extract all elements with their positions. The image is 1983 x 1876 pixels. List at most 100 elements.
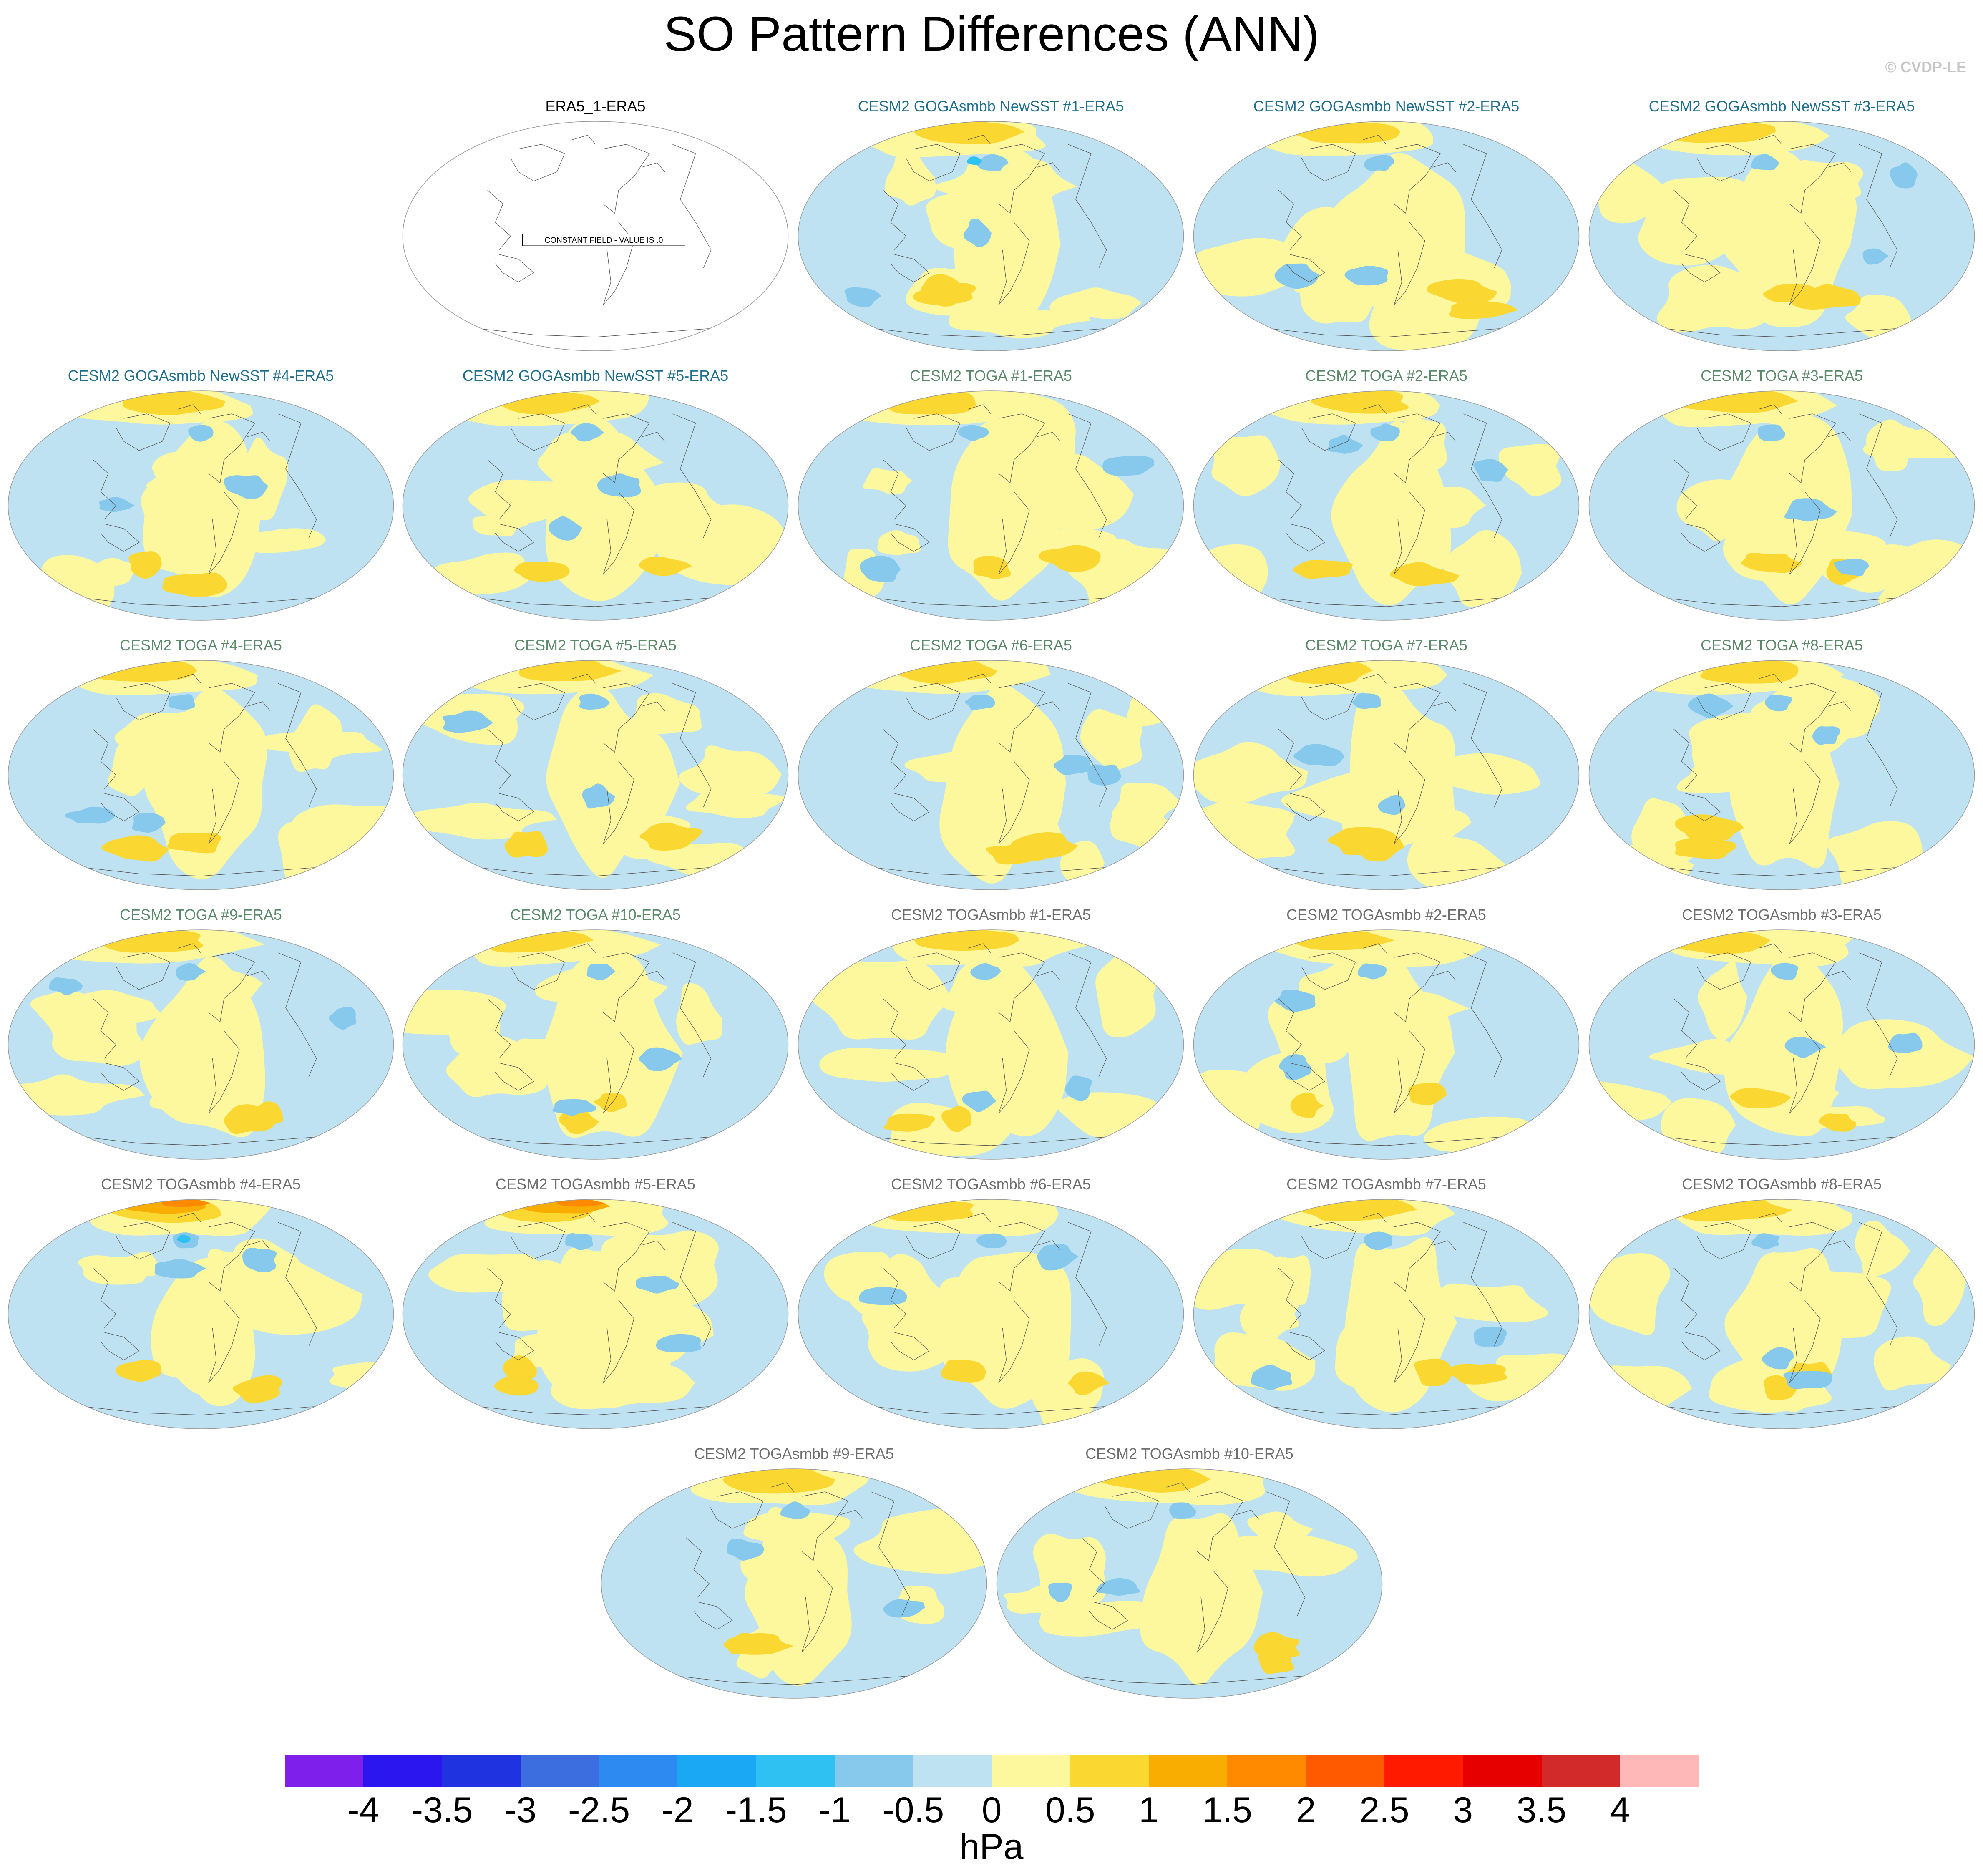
map-panel-title: CESM2 TOGA #4-ERA5 — [120, 637, 282, 654]
map-image — [402, 390, 789, 621]
map-panel-title: CESM2 TOGAsmbb #2-ERA5 — [1286, 906, 1486, 923]
page-title: SO Pattern Differences (ANN) — [664, 7, 1319, 62]
colorbar-swatch — [1541, 1755, 1620, 1787]
map-panel: CESM2 TOGAsmbb #3-ERA5 — [1587, 906, 1977, 1173]
colorbar-swatch — [442, 1755, 521, 1787]
map-panel: CESM2 TOGA #1-ERA5 — [796, 367, 1186, 634]
map-panel-title: CESM2 GOGAsmbb NewSST #2-ERA5 — [1253, 98, 1520, 115]
map-panel: CESM2 TOGA #9-ERA5 — [6, 906, 396, 1173]
map-panel: ERA5_1-ERA5 CONSTANT FIELD - VALUE IS .0 — [400, 98, 790, 365]
map-panel: CESM2 TOGAsmbb #8-ERA5 — [1587, 1176, 1977, 1443]
map-panel-title: CESM2 TOGA #10-ERA5 — [510, 906, 681, 923]
colorbar-tick-label: -3.5 — [411, 1790, 473, 1830]
colorbar-tick-label: -0.5 — [882, 1790, 944, 1830]
map-panel: CESM2 TOGAsmbb #4-ERA5 — [6, 1176, 396, 1443]
colorbar-tick-label: -3 — [504, 1790, 537, 1830]
map-panel-title: CESM2 TOGA #7-ERA5 — [1305, 637, 1467, 654]
map-panel-title: CESM2 GOGAsmbb NewSST #5-ERA5 — [462, 367, 729, 384]
colorbar-swatch — [1306, 1755, 1384, 1787]
colorbar-swatch — [599, 1755, 678, 1787]
map-panel-title: CESM2 TOGA #1-ERA5 — [910, 367, 1072, 384]
map-panel: CESM2 GOGAsmbb NewSST #4-ERA5 — [6, 367, 396, 634]
colorbar-tick-label: 1 — [1139, 1790, 1159, 1830]
constant-field-note: CONSTANT FIELD - VALUE IS .0 — [544, 236, 663, 245]
map-image — [1193, 121, 1580, 351]
colorbar-swatch — [992, 1755, 1070, 1787]
map-image — [798, 929, 1184, 1160]
map-image — [8, 1199, 394, 1429]
map-panel: CESM2 GOGAsmbb NewSST #2-ERA5 — [1191, 98, 1581, 365]
colorbar-tick-label: 0.5 — [1045, 1790, 1095, 1830]
map-panel: CESM2 TOGAsmbb #1-ERA5 — [796, 906, 1186, 1173]
colorbar-tick-label: 3 — [1453, 1790, 1473, 1830]
colorbar-tick-label: 3.5 — [1516, 1790, 1567, 1830]
map-panel-title: CESM2 TOGAsmbb #7-ERA5 — [1286, 1176, 1486, 1193]
map-panel-title: CESM2 TOGAsmbb #4-ERA5 — [101, 1176, 301, 1193]
map-panel: CESM2 TOGA #10-ERA5 — [400, 906, 790, 1173]
map-image — [798, 1199, 1184, 1429]
map-image — [996, 1468, 1383, 1699]
map-panel-title: ERA5_1-ERA5 — [545, 98, 646, 115]
map-image — [1193, 929, 1580, 1160]
colorbar-tick-label: -2 — [662, 1790, 694, 1830]
colorbar-swatch — [1227, 1755, 1306, 1787]
colorbar-swatch — [1070, 1755, 1149, 1787]
map-panel-title: CESM2 TOGAsmbb #6-ERA5 — [891, 1176, 1091, 1193]
colorbar-tick-label: -1.5 — [725, 1790, 787, 1830]
map-image — [1588, 390, 1975, 621]
map-panel: CESM2 GOGAsmbb NewSST #1-ERA5 — [796, 98, 1186, 365]
colorbar-units: hPa — [959, 1827, 1024, 1867]
colorbar-swatch — [834, 1755, 913, 1787]
map-panel-title: CESM2 TOGAsmbb #10-ERA5 — [1085, 1445, 1293, 1462]
colorbar-tick-label: 2 — [1296, 1790, 1316, 1830]
map-panel: CESM2 TOGAsmbb #6-ERA5 — [796, 1176, 1186, 1443]
map-panel: CESM2 TOGA #8-ERA5 — [1587, 637, 1977, 904]
map-panel: CESM2 TOGAsmbb #2-ERA5 — [1191, 906, 1581, 1173]
colorbar-swatch — [363, 1755, 442, 1787]
map-panel-title: CESM2 TOGAsmbb #3-ERA5 — [1682, 906, 1882, 923]
map-panel-title: CESM2 TOGAsmbb #9-ERA5 — [694, 1445, 894, 1462]
map-panel: CESM2 TOGA #3-ERA5 — [1587, 367, 1977, 634]
map-panel: CESM2 TOGA #4-ERA5 — [6, 637, 396, 904]
colorbar-swatch — [285, 1755, 364, 1787]
map-panel-title: CESM2 TOGAsmbb #1-ERA5 — [891, 906, 1091, 923]
map-image — [601, 1468, 987, 1699]
map-panel: CESM2 TOGA #7-ERA5 — [1191, 637, 1581, 904]
map-panel-title: CESM2 TOGA #3-ERA5 — [1701, 367, 1863, 384]
colorbar-swatch — [756, 1755, 835, 1787]
map-panel: CESM2 GOGAsmbb NewSST #5-ERA5 — [400, 367, 790, 634]
map-panel: CESM2 TOGAsmbb #7-ERA5 — [1191, 1176, 1581, 1443]
colorbar-tick-label: 1.5 — [1202, 1790, 1253, 1830]
map-image — [1588, 929, 1975, 1160]
map-image — [1193, 390, 1580, 621]
colorbar-swatch — [1149, 1755, 1228, 1787]
map-panel-title: CESM2 GOGAsmbb NewSST #1-ERA5 — [858, 98, 1124, 115]
map-image — [402, 660, 789, 890]
colorbar-tick-label: -1 — [818, 1790, 851, 1830]
map-image — [798, 390, 1184, 621]
map-panel-title: CESM2 GOGAsmbb NewSST #3-ERA5 — [1648, 98, 1915, 115]
map-image — [1588, 121, 1975, 351]
map-panel: CESM2 TOGA #6-ERA5 — [796, 637, 1186, 904]
map-panel: CESM2 TOGA #2-ERA5 — [1191, 367, 1581, 634]
colorbar — [285, 1755, 1699, 1787]
copyright-label: © CVDP-LE — [1885, 58, 1966, 76]
colorbar-tick-label: 2.5 — [1359, 1790, 1409, 1830]
colorbar-swatch — [1463, 1755, 1542, 1787]
map-panel-title: CESM2 TOGA #2-ERA5 — [1305, 367, 1467, 384]
map-panel-title: CESM2 TOGAsmbb #5-ERA5 — [496, 1176, 695, 1193]
map-panel-title: CESM2 TOGA #5-ERA5 — [514, 637, 677, 654]
map-panel-title: CESM2 TOGA #6-ERA5 — [910, 637, 1072, 654]
map-image — [798, 121, 1184, 351]
map-panel: CESM2 TOGAsmbb #5-ERA5 — [400, 1176, 790, 1443]
map-image — [402, 929, 789, 1160]
map-image — [1588, 1199, 1975, 1429]
map-image: CONSTANT FIELD - VALUE IS .0 — [402, 121, 789, 351]
colorbar-tick-label: -4 — [347, 1790, 380, 1830]
colorbar-swatch — [1384, 1755, 1463, 1787]
map-panel: CESM2 TOGA #5-ERA5 — [400, 637, 790, 904]
map-image — [402, 1199, 789, 1429]
map-panel: CESM2 TOGAsmbb #9-ERA5 — [599, 1445, 989, 1712]
colorbar-tick-label: 4 — [1610, 1790, 1630, 1830]
map-image — [1193, 660, 1580, 890]
